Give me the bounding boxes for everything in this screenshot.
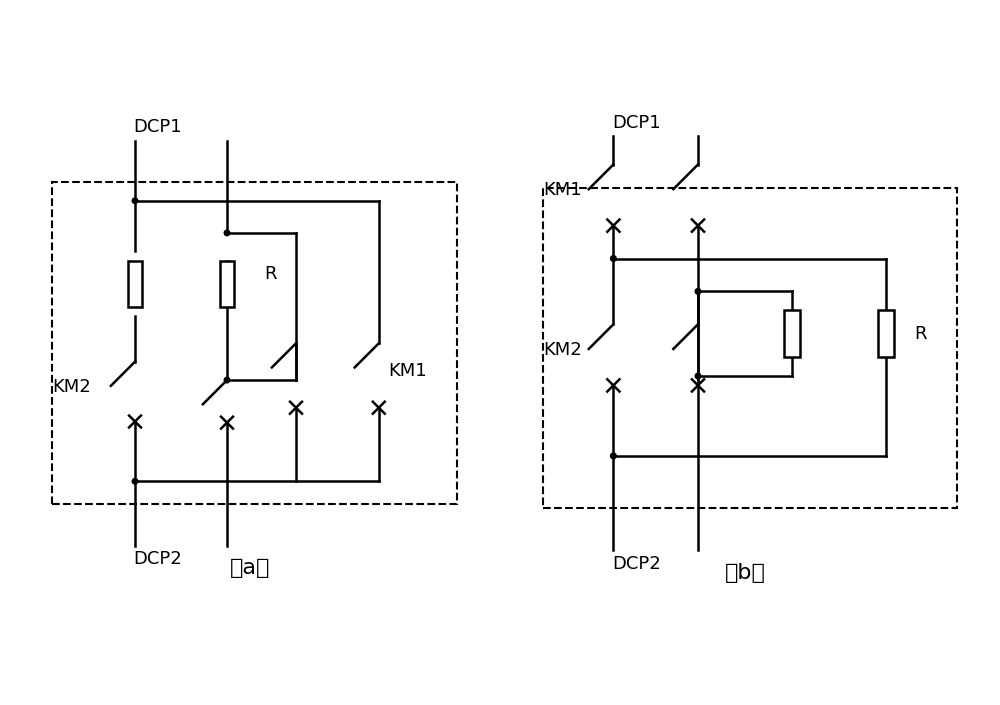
- Circle shape: [132, 198, 138, 204]
- Text: DCP1: DCP1: [134, 118, 182, 136]
- Text: KM2: KM2: [52, 378, 91, 396]
- Text: DCP1: DCP1: [613, 114, 661, 132]
- Text: （b）: （b）: [725, 563, 765, 583]
- Text: KM1: KM1: [388, 362, 427, 380]
- Text: R: R: [264, 265, 276, 283]
- Text: （a）: （a）: [230, 558, 270, 578]
- Text: DCP2: DCP2: [613, 555, 661, 572]
- Bar: [52, 183, 457, 504]
- Circle shape: [224, 230, 230, 235]
- Circle shape: [611, 453, 616, 459]
- Text: KM1: KM1: [543, 181, 582, 200]
- Bar: [128, 261, 142, 307]
- Bar: [784, 310, 800, 357]
- Bar: [543, 188, 956, 508]
- Circle shape: [611, 256, 616, 262]
- Bar: [878, 310, 894, 357]
- Circle shape: [224, 377, 230, 383]
- Text: R: R: [914, 325, 927, 343]
- Text: KM2: KM2: [543, 341, 582, 359]
- Circle shape: [695, 288, 701, 294]
- Text: DCP2: DCP2: [134, 551, 182, 568]
- Bar: [220, 261, 234, 307]
- Circle shape: [695, 373, 701, 379]
- Circle shape: [132, 479, 138, 484]
